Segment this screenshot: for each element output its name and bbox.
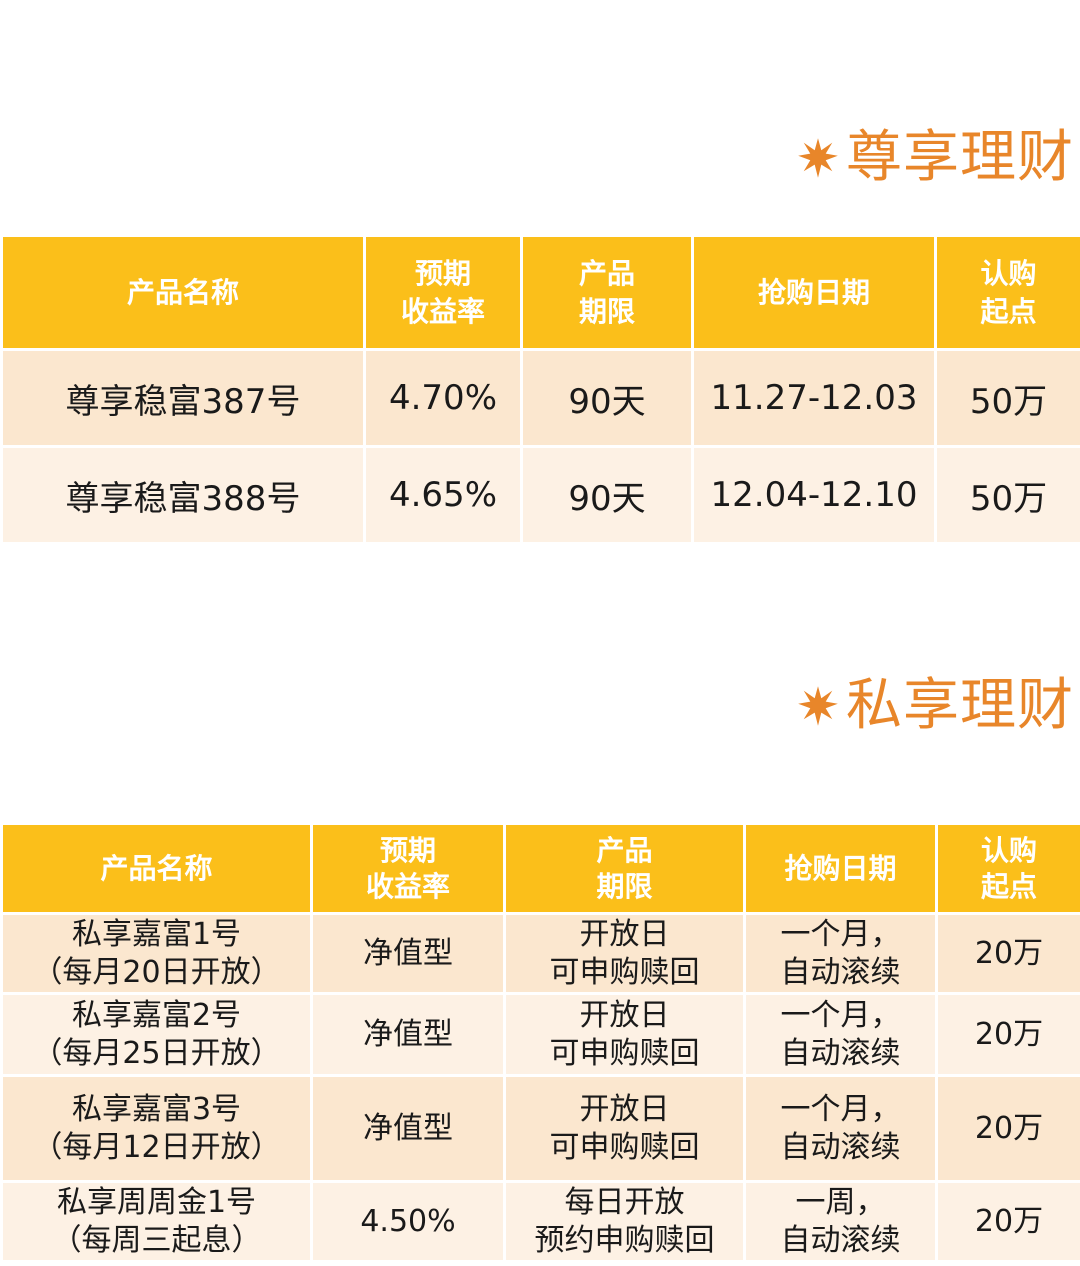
cell-minimum-amount: 20万: [935, 992, 1080, 1077]
section-title-text: 私享理财: [846, 673, 1074, 738]
header-purchase-date: 抢购日期: [743, 822, 938, 915]
cell-product-term: 每日开放 预约申购赎回: [503, 1180, 746, 1263]
cell-purchase-date: 一个月， 自动滚续: [743, 992, 938, 1077]
table-row: 尊享稳富387号 4.70% 90天 11.27-12.03 50万: [0, 348, 1080, 448]
table-header-row: 产品名称 预期 收益率 产品 期限 抢购日期 认购 起点: [0, 234, 1080, 351]
cell-minimum-amount: 50万: [934, 348, 1080, 448]
cell-minimum-amount: 20万: [935, 912, 1080, 995]
cell-expected-yield: 4.70%: [363, 348, 523, 448]
header-product-name: 产品名称: [0, 234, 366, 351]
section-title-exclusive: 尊享理财: [796, 130, 1074, 186]
private-products-table: 产品名称 预期 收益率 产品 期限 抢购日期 认购 起点 私享嘉富1号 （每月2…: [0, 822, 1080, 1263]
cell-product-name: 私享嘉富3号 （每月12日开放）: [0, 1074, 313, 1183]
cell-minimum-amount: 50万: [934, 445, 1080, 545]
table-header-row: 产品名称 预期 收益率 产品 期限 抢购日期 认购 起点: [0, 822, 1080, 915]
header-purchase-date: 抢购日期: [691, 234, 937, 351]
cell-product-name: 私享嘉富2号 （每月25日开放）: [0, 992, 313, 1077]
cell-product-name: 私享周周金1号 （每周三起息）: [0, 1180, 313, 1263]
cell-product-name: 尊享稳富387号: [0, 348, 366, 448]
table-row: 尊享稳富388号 4.65% 90天 12.04-12.10 50万: [0, 445, 1080, 545]
cell-product-name: 私享嘉富1号 （每月20日开放）: [0, 912, 313, 995]
section-title-text: 尊享理财: [846, 125, 1074, 190]
header-minimum-amount: 认购 起点: [935, 822, 1080, 915]
cell-minimum-amount: 20万: [935, 1074, 1080, 1183]
cell-product-term: 开放日 可申购赎回: [503, 912, 746, 995]
table-row: 私享周周金1号 （每周三起息） 4.50% 每日开放 预约申购赎回 一周， 自动…: [0, 1180, 1080, 1263]
header-expected-yield: 预期 收益率: [310, 822, 506, 915]
section-title-private: 私享理财: [796, 678, 1074, 734]
cell-purchase-date: 11.27-12.03: [691, 348, 937, 448]
table-row: 私享嘉富3号 （每月12日开放） 净值型 开放日 可申购赎回 一个月， 自动滚续…: [0, 1074, 1080, 1183]
cell-product-term: 90天: [520, 445, 694, 545]
cell-expected-yield: 4.50%: [310, 1180, 506, 1263]
cell-product-name: 尊享稳富388号: [0, 445, 366, 545]
starburst-icon: [798, 138, 838, 178]
starburst-icon: [798, 686, 838, 726]
table-row: 私享嘉富2号 （每月25日开放） 净值型 开放日 可申购赎回 一个月， 自动滚续…: [0, 992, 1080, 1077]
cell-purchase-date: 12.04-12.10: [691, 445, 937, 545]
cell-expected-yield: 4.65%: [363, 445, 523, 545]
cell-product-term: 开放日 可申购赎回: [503, 992, 746, 1077]
cell-product-term: 90天: [520, 348, 694, 448]
cell-expected-yield: 净值型: [310, 1074, 506, 1183]
cell-expected-yield: 净值型: [310, 992, 506, 1077]
cell-purchase-date: 一个月， 自动滚续: [743, 912, 938, 995]
header-product-term: 产品 期限: [520, 234, 694, 351]
table-row: 私享嘉富1号 （每月20日开放） 净值型 开放日 可申购赎回 一个月， 自动滚续…: [0, 912, 1080, 995]
cell-purchase-date: 一周， 自动滚续: [743, 1180, 938, 1263]
header-product-name: 产品名称: [0, 822, 313, 915]
cell-expected-yield: 净值型: [310, 912, 506, 995]
cell-product-term: 开放日 可申购赎回: [503, 1074, 746, 1183]
exclusive-products-table: 产品名称 预期 收益率 产品 期限 抢购日期 认购 起点 尊享稳富387号 4.…: [0, 234, 1080, 545]
header-minimum-amount: 认购 起点: [934, 234, 1080, 351]
cell-purchase-date: 一个月， 自动滚续: [743, 1074, 938, 1183]
header-product-term: 产品 期限: [503, 822, 746, 915]
header-expected-yield: 预期 收益率: [363, 234, 523, 351]
cell-minimum-amount: 20万: [935, 1180, 1080, 1263]
